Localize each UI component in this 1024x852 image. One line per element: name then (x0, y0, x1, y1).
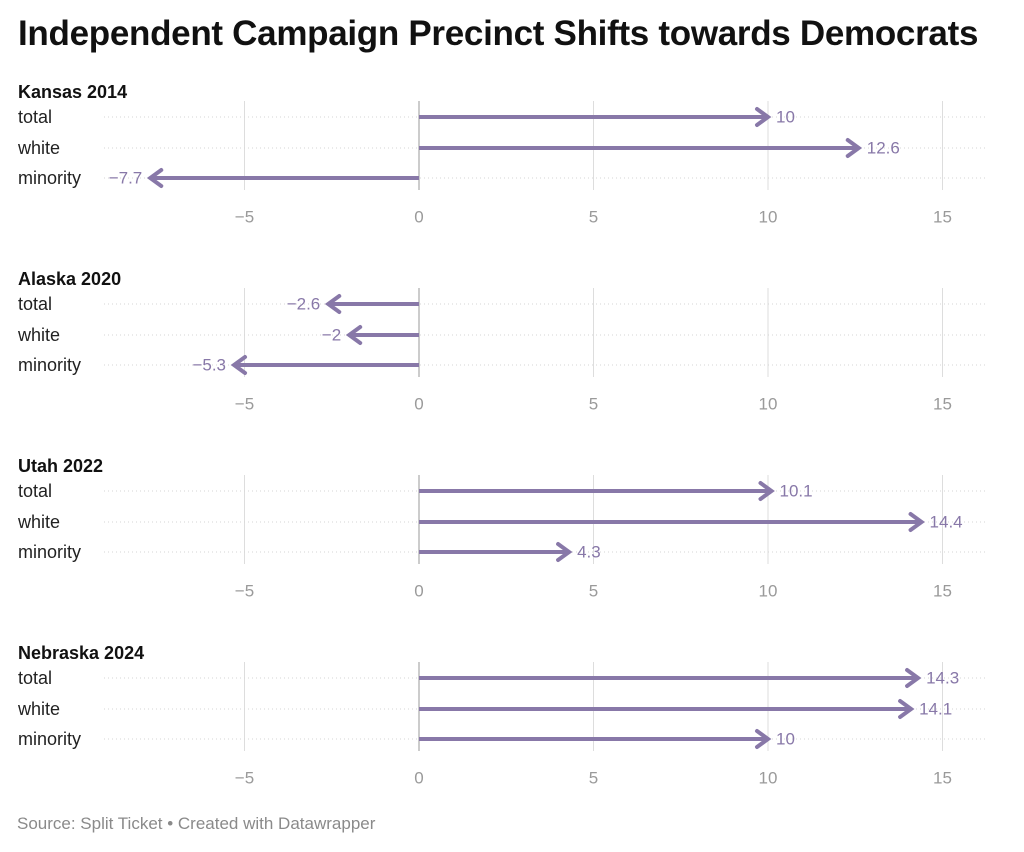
row-label: white (17, 138, 60, 158)
value-label: 14.1 (919, 700, 952, 719)
chart-title: Independent Campaign Precinct Shifts tow… (18, 14, 979, 53)
x-tick-label: 0 (414, 582, 423, 601)
arrow-head (845, 138, 863, 158)
x-tick-label: 10 (759, 769, 778, 788)
value-label: 10.1 (779, 482, 812, 501)
panel-title: Kansas 2014 (18, 82, 127, 102)
x-tick-label: 5 (589, 582, 598, 601)
row-label: minority (18, 168, 81, 188)
arrow-head (898, 699, 915, 719)
value-label: 14.4 (930, 513, 963, 532)
x-tick-label: 10 (759, 395, 778, 414)
value-label: −7.7 (109, 169, 143, 188)
row-label: white (17, 512, 60, 532)
arrow-head (556, 542, 573, 562)
x-tick-label: 10 (759, 208, 778, 227)
row-label: minority (18, 355, 81, 375)
panel-title: Nebraska 2024 (18, 643, 144, 663)
x-tick-label: 0 (414, 395, 423, 414)
row-label: minority (18, 542, 81, 562)
x-tick-label: 15 (933, 582, 952, 601)
value-label: −5.3 (192, 356, 226, 375)
value-label: 12.6 (867, 139, 900, 158)
x-tick-label: −5 (235, 395, 254, 414)
arrow-head (345, 325, 363, 345)
value-label: −2 (322, 326, 341, 345)
row-label: white (17, 325, 60, 345)
value-label: 10 (776, 730, 795, 749)
arrow-head (755, 107, 772, 127)
x-tick-label: 0 (414, 769, 423, 788)
value-label: 10 (776, 108, 795, 127)
value-label: −2.6 (287, 295, 321, 314)
x-tick-label: 5 (589, 208, 598, 227)
x-tick-label: 15 (933, 769, 952, 788)
arrow-head (146, 168, 164, 188)
row-label: total (18, 481, 52, 501)
x-tick-label: −5 (235, 208, 254, 227)
row-label: total (18, 668, 52, 688)
arrow-head (758, 481, 775, 501)
arrow-head (905, 668, 922, 688)
row-label: total (18, 107, 52, 127)
value-label: 4.3 (577, 543, 601, 562)
x-tick-label: 15 (933, 395, 952, 414)
x-tick-label: −5 (235, 769, 254, 788)
arrow-head (230, 355, 248, 375)
x-tick-label: 0 (414, 208, 423, 227)
source-note: Source: Split Ticket • Created with Data… (17, 814, 376, 833)
panel-title: Utah 2022 (18, 456, 103, 476)
panel-title: Alaska 2020 (18, 269, 121, 289)
x-tick-label: 15 (933, 208, 952, 227)
x-tick-label: −5 (235, 582, 254, 601)
row-label: white (17, 699, 60, 719)
x-tick-label: 5 (589, 769, 598, 788)
value-label: 14.3 (926, 669, 959, 688)
x-tick-label: 10 (759, 582, 778, 601)
arrow-head (324, 294, 342, 314)
arrow-head (908, 512, 925, 532)
arrow-head (755, 729, 772, 749)
x-tick-label: 5 (589, 395, 598, 414)
row-label: total (18, 294, 52, 314)
row-label: minority (18, 729, 81, 749)
